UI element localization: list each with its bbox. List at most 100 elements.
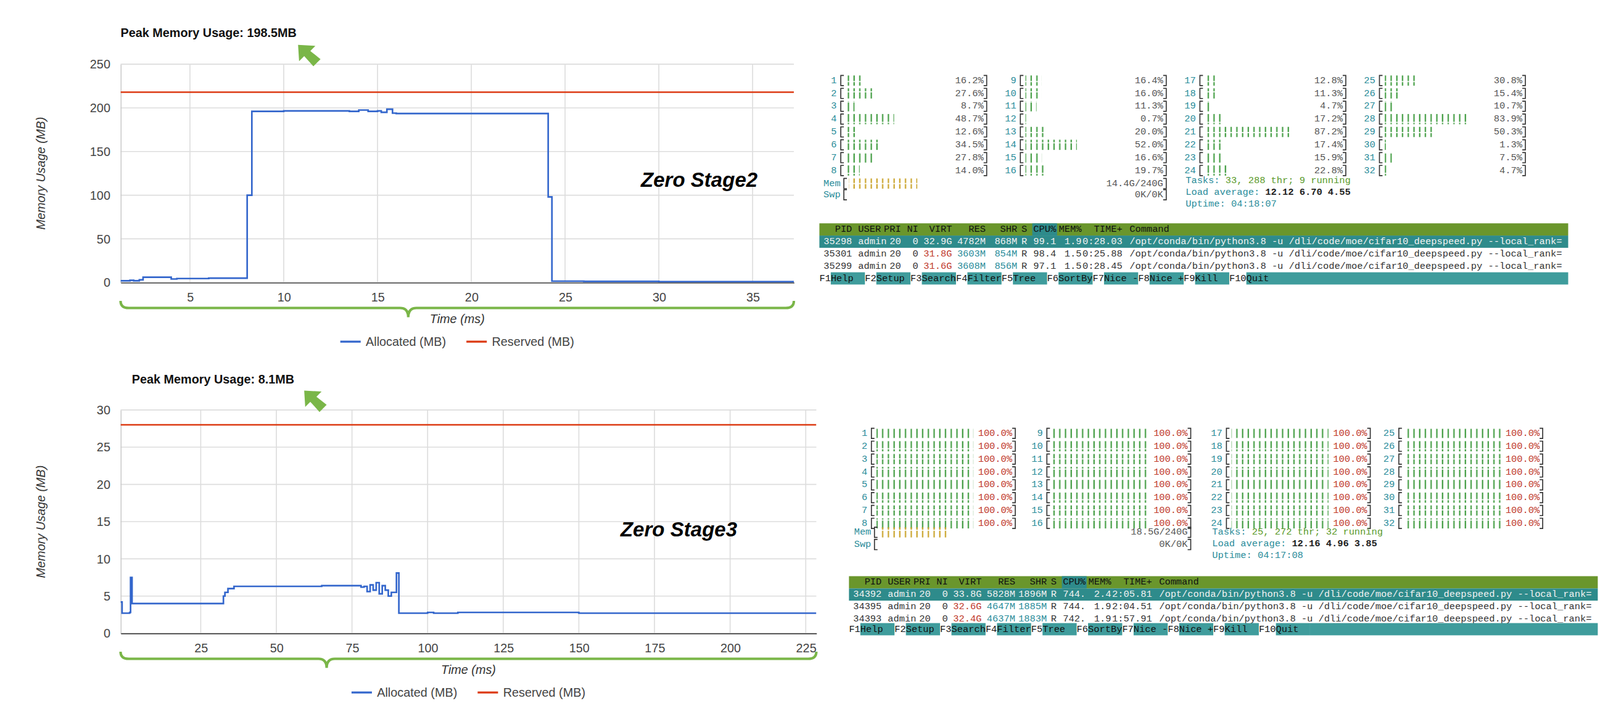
cpu-id: 2 bbox=[861, 441, 868, 453]
meter-bracket bbox=[1020, 127, 1024, 138]
y-tick-label: 20 bbox=[96, 478, 111, 492]
cpu-bar bbox=[1025, 140, 1077, 151]
meter-bracket bbox=[1398, 479, 1403, 491]
cpu-id: 1 bbox=[830, 75, 837, 87]
mem-value: 14.4G/240G bbox=[1106, 178, 1164, 190]
table-cell: 97.1 bbox=[1033, 260, 1056, 273]
cpu-label: 87.2% bbox=[1314, 126, 1344, 138]
table-cell: 744. bbox=[1062, 589, 1086, 601]
cpu-bar bbox=[1384, 127, 1435, 138]
fkey-label: Tree bbox=[1012, 273, 1036, 285]
cpu-id: 7 bbox=[861, 505, 868, 517]
x-axis: 5101520253035 bbox=[120, 282, 795, 305]
y-tick-label: 200 bbox=[90, 101, 111, 115]
cpu-label: 100.0% bbox=[978, 441, 1013, 453]
grid-line-x bbox=[189, 64, 191, 283]
cpu-bar bbox=[1205, 165, 1229, 176]
meter-bracket bbox=[1187, 466, 1192, 478]
cpu-id: 28 bbox=[1363, 113, 1375, 125]
meter-bracket bbox=[1226, 428, 1230, 440]
table-header: PID bbox=[835, 223, 853, 236]
cpu-meter: 1111.3% bbox=[1004, 100, 1167, 112]
grid-line-x bbox=[283, 64, 285, 283]
cpu-id: 16 bbox=[1031, 518, 1043, 530]
cpu-id: 23 bbox=[1184, 152, 1196, 164]
x-tick-label: 35 bbox=[746, 290, 760, 305]
cpu-id: 8 bbox=[830, 165, 837, 177]
meter-bracket bbox=[1367, 453, 1371, 465]
table-cell: /opt/conda/bin/python3.8 -u /dli/code/mo… bbox=[1158, 589, 1592, 601]
cpu-id: 27 bbox=[1383, 453, 1395, 466]
cpu-label: 4.7% bbox=[1319, 100, 1344, 112]
cpu-meter: 1811.3% bbox=[1184, 88, 1346, 100]
cpu-label: 34.5% bbox=[955, 139, 985, 151]
fkey-label-bg bbox=[1104, 272, 1139, 285]
meter-bracket bbox=[1367, 428, 1371, 440]
meter-bracket bbox=[1342, 88, 1346, 99]
table-cell: 0:28.03 bbox=[1082, 236, 1123, 248]
cpu-id: 26 bbox=[1363, 88, 1375, 100]
fkey-label: Filter bbox=[996, 624, 1031, 636]
cpu-id: 22 bbox=[1210, 492, 1222, 504]
load-label: Load average: bbox=[1185, 186, 1260, 198]
cpu-meter: 26100.0% bbox=[1383, 441, 1543, 453]
y-tick-label: 10 bbox=[96, 552, 111, 567]
meter-bracket bbox=[1163, 178, 1167, 189]
table-cell: R bbox=[1021, 248, 1027, 260]
table-cell: R bbox=[1021, 260, 1027, 273]
table-cell: admin bbox=[857, 248, 887, 260]
cpu-bar bbox=[1403, 441, 1501, 453]
cpu-label: 100.0% bbox=[978, 518, 1013, 530]
y-tick: 30 bbox=[96, 403, 121, 417]
cpu-label: 100.0% bbox=[1505, 428, 1541, 440]
legend-label: Reserved (MB) bbox=[492, 334, 575, 349]
meter-bracket bbox=[1187, 539, 1192, 551]
meter-bracket bbox=[1398, 453, 1403, 465]
meter-bracket bbox=[1046, 505, 1050, 517]
meter-bracket bbox=[871, 428, 875, 440]
cpu-meter: 18100.0% bbox=[1210, 441, 1370, 453]
legend-item: Allocated (MB) bbox=[340, 334, 446, 349]
plot-area bbox=[120, 424, 817, 614]
cpu-bar bbox=[1384, 101, 1396, 112]
fkey-label-bg bbox=[1246, 272, 1281, 285]
meter-bracket bbox=[1522, 101, 1526, 112]
y-tick: 100 bbox=[90, 188, 121, 203]
meter-bracket bbox=[1367, 479, 1371, 491]
meter-bracket bbox=[1012, 505, 1016, 517]
y-tick: 150 bbox=[90, 144, 121, 159]
cpu-label: 11.3% bbox=[1314, 88, 1344, 100]
meter-bracket bbox=[1020, 165, 1024, 176]
cpu-meter: 916.4% bbox=[1010, 75, 1166, 87]
meter-bracket bbox=[1012, 466, 1016, 478]
x-tick: 25 bbox=[194, 633, 208, 656]
cpu-label: 12.6% bbox=[955, 126, 985, 138]
mem-value: 18.5G/240G bbox=[1130, 526, 1188, 538]
cpu-label: 100.0% bbox=[1153, 428, 1188, 440]
table-header: PRI bbox=[913, 576, 931, 588]
y-axis-title: Memory Usage (MB) bbox=[33, 465, 48, 579]
cpu-meter: 7100.0% bbox=[861, 505, 1016, 517]
meter-bracket bbox=[1379, 127, 1383, 138]
cpu-label: 16.4% bbox=[1134, 75, 1164, 87]
table-cell: R bbox=[1051, 589, 1057, 601]
table-cell: 20 bbox=[889, 236, 901, 248]
table-cell: 20 bbox=[889, 248, 901, 260]
meter-bracket bbox=[1199, 88, 1203, 99]
meter-bracket bbox=[1226, 441, 1230, 453]
table-cell: 34395 bbox=[853, 601, 882, 613]
legend-swatch bbox=[477, 691, 498, 694]
fkey-label: Help bbox=[860, 624, 884, 636]
meter-bracket bbox=[1398, 441, 1403, 453]
cpu-meter: 23100.0% bbox=[1210, 505, 1370, 517]
cpu-label: 100.0% bbox=[1505, 505, 1541, 517]
cpu-id: 19 bbox=[1210, 453, 1222, 466]
meter-bracket bbox=[1012, 479, 1016, 491]
cpu-bar bbox=[1025, 114, 1027, 125]
fkey-label-bg bbox=[1179, 623, 1214, 636]
cpu-id: 4 bbox=[830, 113, 837, 125]
cpu-meter: 13100.0% bbox=[1031, 479, 1191, 491]
grid-line-x bbox=[351, 410, 353, 634]
cpu-meter: 2530.8% bbox=[1363, 75, 1526, 87]
cpu-label: 100.0% bbox=[1153, 453, 1188, 466]
